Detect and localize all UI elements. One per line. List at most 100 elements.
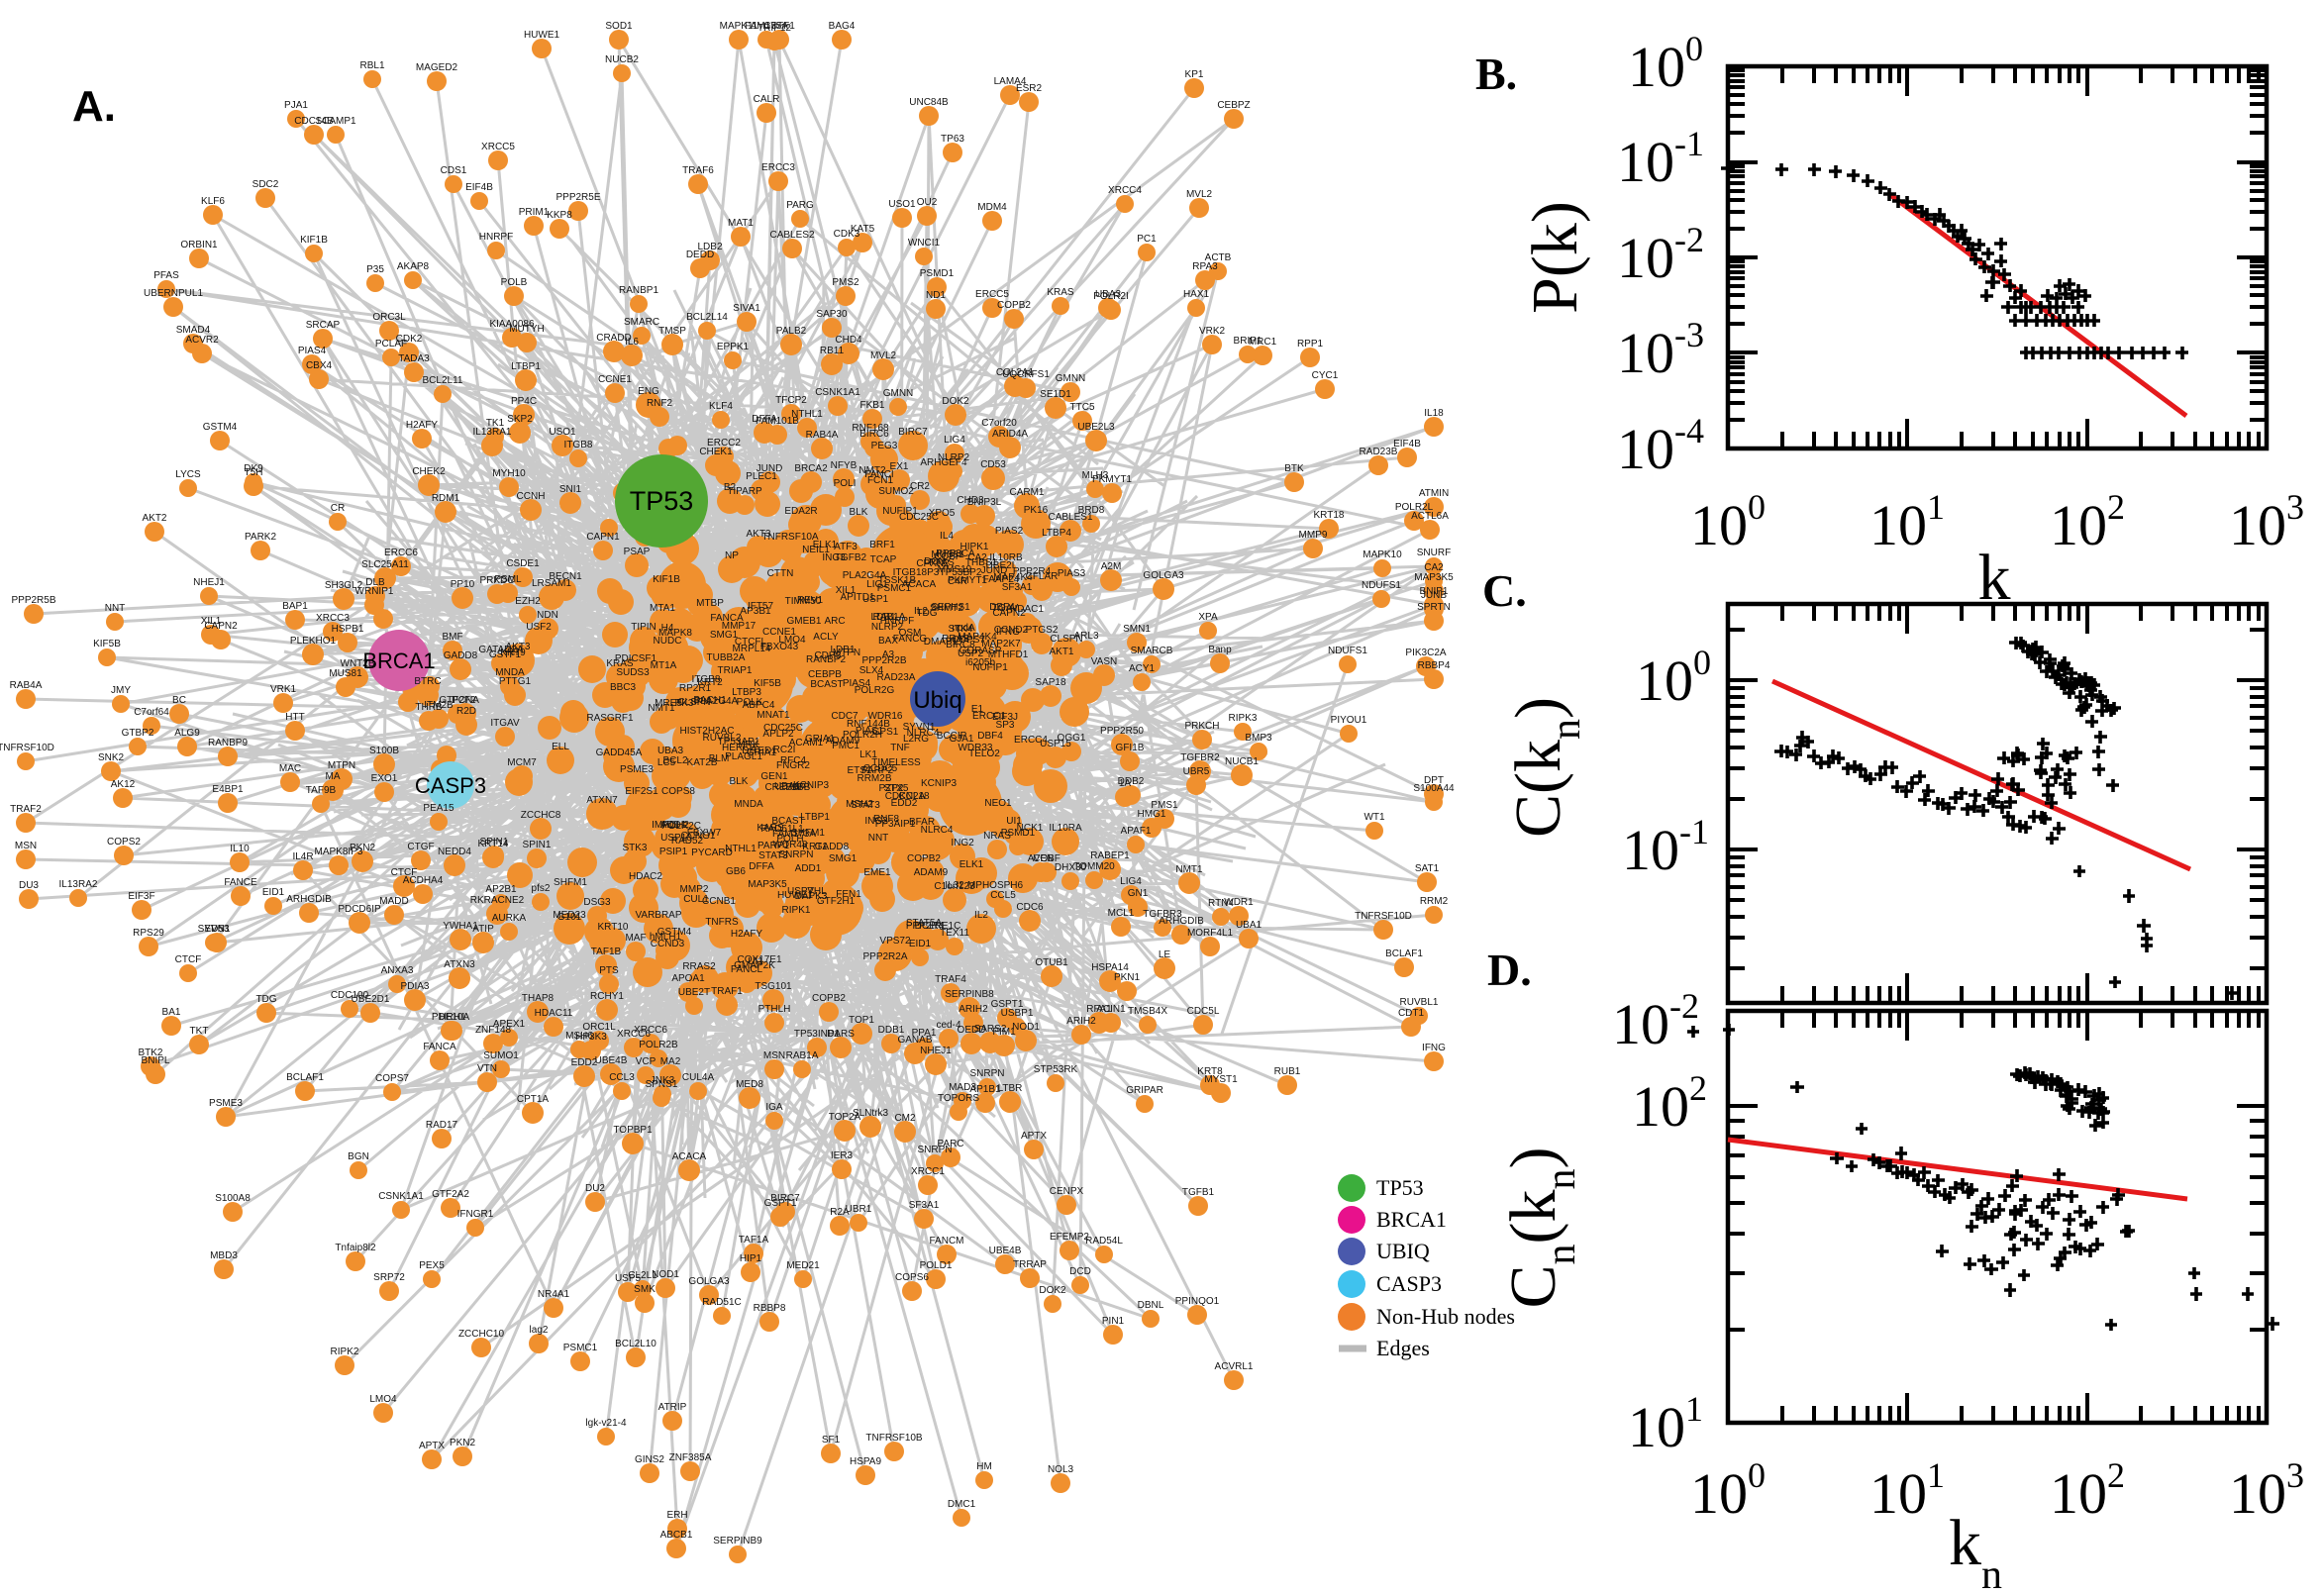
svg-text:PPA1: PPA1 (912, 1028, 937, 1039)
svg-text:USO1: USO1 (888, 199, 916, 210)
svg-text:CASP3: CASP3 (1376, 1271, 1442, 1296)
svg-text:Ubiq: Ubiq (913, 687, 961, 714)
svg-text:CYC1: CYC1 (1312, 370, 1339, 381)
svg-text:D.: D. (1487, 945, 1532, 995)
svg-text:KCNIP3: KCNIP3 (921, 778, 958, 789)
svg-text:100: 100 (1690, 1455, 1766, 1526)
svg-text:PLEC1: PLEC1 (746, 471, 777, 482)
svg-text:PDIA3: PDIA3 (401, 981, 430, 992)
svg-text:SUMO2: SUMO2 (878, 486, 914, 497)
svg-text:PFAS: PFAS (929, 557, 955, 568)
svg-text:CUL4A: CUL4A (682, 1072, 715, 1083)
svg-text:IL10: IL10 (230, 844, 250, 854)
svg-text:USBP1: USBP1 (1001, 1008, 1034, 1019)
svg-text:PARP2: PARP2 (861, 765, 893, 776)
svg-text:RANBP9: RANBP9 (208, 738, 248, 748)
svg-text:TGAV: TGAV (992, 603, 1019, 614)
svg-text:GMEB1: GMEB1 (786, 616, 821, 627)
svg-text:E1: E1 (971, 704, 984, 715)
svg-text:ORC1L: ORC1L (582, 1022, 616, 1033)
svg-text:PPP2R4: PPP2R4 (906, 921, 945, 932)
svg-text:C.: C. (1482, 565, 1527, 616)
svg-text:DOK2: DOK2 (1039, 1285, 1066, 1296)
svg-text:RPP1: RPP1 (1297, 339, 1324, 349)
svg-text:KIF5B: KIF5B (93, 639, 121, 649)
svg-text:RABEP1: RABEP1 (1090, 850, 1130, 861)
svg-text:DCN: DCN (924, 556, 946, 567)
svg-text:BBC3: BBC3 (610, 682, 637, 693)
svg-text:GN1: GN1 (1128, 888, 1149, 899)
svg-text:STP53RK: STP53RK (1034, 1064, 1078, 1075)
svg-text:SNURF: SNURF (1417, 548, 1451, 558)
svg-text:RUB1: RUB1 (1274, 1066, 1301, 1077)
svg-text:JUND: JUND (757, 463, 783, 474)
svg-text:SDC2: SDC2 (252, 179, 279, 190)
svg-text:HM: HM (976, 1461, 992, 1472)
svg-text:ELK1: ELK1 (813, 540, 838, 550)
svg-text:MAP3K5: MAP3K5 (1414, 572, 1454, 583)
svg-text:UBE2D1: UBE2D1 (352, 994, 390, 1005)
svg-text:WDR48: WDR48 (772, 840, 807, 850)
svg-text:KRT9: KRT9 (500, 648, 526, 658)
svg-text:MTBP: MTBP (696, 598, 724, 609)
svg-text:NR4A1: NR4A1 (538, 1289, 570, 1300)
svg-text:GJA1: GJA1 (949, 734, 973, 745)
svg-text:MVL2: MVL2 (1186, 189, 1213, 200)
svg-text:GANAB: GANAB (897, 1035, 932, 1046)
svg-text:SKP2: SKP2 (507, 414, 533, 425)
svg-text:PPP2R2B: PPP2R2B (861, 655, 906, 666)
svg-text:LAMA4: LAMA4 (994, 76, 1027, 87)
svg-text:TRAF4: TRAF4 (935, 974, 966, 985)
svg-text:MMP9: MMP9 (1299, 530, 1328, 541)
svg-text:APTX: APTX (1021, 1131, 1047, 1142)
svg-text:PSME3: PSME3 (620, 764, 654, 775)
svg-text:PPP2R50: PPP2R50 (1100, 726, 1144, 737)
svg-text:RIPK3: RIPK3 (1229, 713, 1258, 724)
svg-text:UBE4B: UBE4B (989, 1246, 1022, 1256)
svg-text:ELL: ELL (552, 742, 569, 752)
svg-text:RNF2: RNF2 (647, 398, 673, 409)
svg-text:ADAM9: ADAM9 (914, 867, 949, 878)
svg-text:ITM2B: ITM2B (424, 700, 454, 711)
svg-text:SMARCB: SMARCB (1131, 646, 1173, 656)
svg-text:PDE10A: PDE10A (432, 1012, 470, 1023)
svg-text:MNAT1: MNAT1 (757, 710, 790, 721)
svg-text:B.: B. (1475, 49, 1517, 99)
svg-text:GINS2: GINS2 (635, 1454, 664, 1465)
svg-text:VRK1: VRK1 (270, 684, 297, 695)
svg-text:DFFA: DFFA (752, 414, 777, 425)
svg-text:DK9: DK9 (244, 463, 263, 474)
svg-text:POLR2I: POLR2I (1093, 291, 1129, 302)
svg-text:KAT5: KAT5 (851, 224, 875, 235)
svg-text:CDC5L: CDC5L (1187, 1006, 1220, 1017)
svg-text:CUL1: CUL1 (683, 894, 709, 905)
svg-text:SERPINB8: SERPINB8 (945, 989, 994, 1000)
svg-text:STAT3: STAT3 (851, 800, 880, 811)
svg-text:TRAF2: TRAF2 (10, 804, 42, 815)
svg-text:KLF6: KLF6 (201, 196, 225, 207)
svg-text:PKN2: PKN2 (450, 1438, 476, 1448)
svg-text:PIYOU1: PIYOU1 (1331, 715, 1367, 726)
svg-text:UNC84B: UNC84B (909, 97, 949, 108)
svg-text:HRK: HRK (738, 740, 758, 750)
svg-text:AVEN: AVEN (1028, 853, 1055, 864)
svg-text:KIF1B: KIF1B (300, 235, 328, 246)
svg-text:DU3: DU3 (19, 880, 39, 891)
svg-text:MCL1: MCL1 (1108, 908, 1135, 919)
svg-text:IMPDH2: IMPDH2 (652, 820, 689, 831)
svg-text:AKAP8: AKAP8 (397, 261, 430, 272)
svg-text:CHD4: CHD4 (835, 335, 862, 346)
svg-text:LTBP4: LTBP4 (1042, 528, 1071, 539)
svg-text:C7orf64: C7orf64 (134, 707, 169, 718)
svg-text:NDN: NDN (537, 610, 558, 621)
svg-text:ARC: ARC (824, 616, 845, 627)
svg-text:EME1: EME1 (863, 867, 891, 878)
svg-text:MAC: MAC (279, 763, 301, 774)
svg-text:ATMIN: ATMIN (1419, 488, 1449, 499)
svg-text:COPB2: COPB2 (907, 853, 941, 864)
svg-text:RPA3: RPA3 (1192, 261, 1218, 272)
svg-text:WDR16: WDR16 (867, 711, 902, 722)
svg-text:COPS6: COPS6 (895, 1272, 929, 1283)
svg-text:EIF3J: EIF3J (992, 712, 1018, 723)
svg-text:ENG: ENG (638, 386, 659, 397)
